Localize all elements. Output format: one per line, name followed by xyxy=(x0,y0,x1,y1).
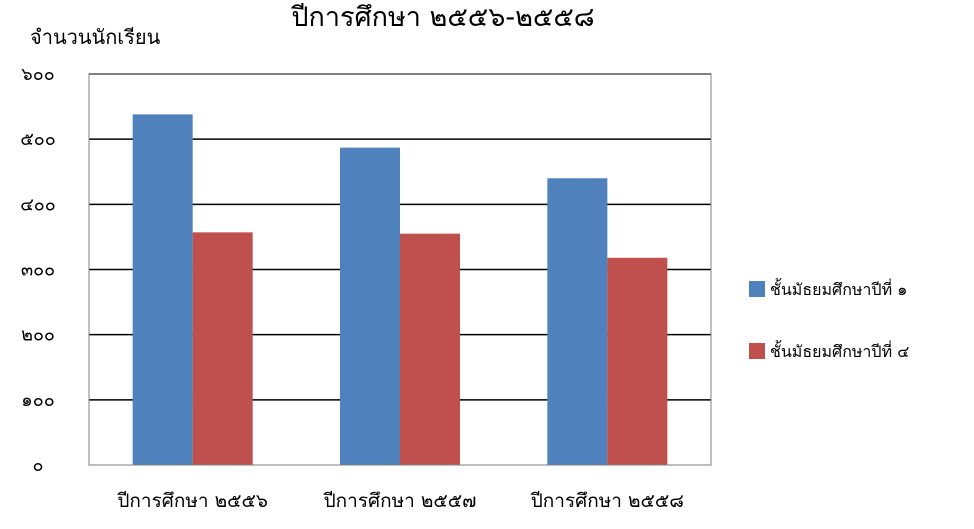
bar-series-2-cat-1 xyxy=(192,232,253,465)
x-tick-label: ปีการศึกษา ๒๕๕๖ xyxy=(117,490,268,512)
x-tick-label: ปีการศึกษา ๒๕๕๗ xyxy=(323,490,477,512)
y-tick-labels: ๐ ๑๐๐ ๒๐๐ ๓๐๐ ๔๐๐ ๕๐๐ ๖๐๐ xyxy=(20,64,56,476)
bar-series-2-cat-2 xyxy=(400,233,460,465)
legend: ชั้นมัธยมศึกษาปีที่ ๑ชั้นมัธยมศึกษาปีที่… xyxy=(749,278,909,361)
legend-label-1: ชั้นมัธยมศึกษาปีที่ ๑ xyxy=(770,278,907,299)
legend-label-2: ชั้นมัธยมศึกษาปีที่ ๔ xyxy=(770,340,909,361)
y-tick-label: ๖๐๐ xyxy=(21,64,54,85)
y-tick-label: ๐ xyxy=(33,455,44,476)
x-tick-labels: ปีการศึกษา ๒๕๕๖ ปีการศึกษา ๒๕๕๗ ปีการศึกษา… xyxy=(117,490,684,512)
bar-series-1-cat-3 xyxy=(547,178,608,465)
x-tick-label: ปีการศึกษา ๒๕๕๘ xyxy=(530,490,684,512)
legend-swatch-1 xyxy=(749,281,765,297)
chart-title: ปีการศึกษา ๒๕๕๖-๒๕๕๘ xyxy=(291,2,595,33)
plot-area-border xyxy=(88,73,712,466)
y-tick-label: ๔๐๐ xyxy=(20,194,56,215)
y-tick-label: ๓๐๐ xyxy=(21,260,55,281)
y-tick-label: ๑๐๐ xyxy=(21,390,54,411)
y-tick-label: ๕๐๐ xyxy=(20,129,56,150)
y-tick-label: ๒๐๐ xyxy=(21,325,55,346)
bar-series-1-cat-1 xyxy=(132,114,193,466)
bar-series-1-cat-2 xyxy=(340,147,400,465)
bars xyxy=(132,114,668,466)
bar-series-2-cat-3 xyxy=(607,257,668,465)
legend-swatch-2 xyxy=(749,343,765,359)
y-axis-label: จำนวนนักเรียน xyxy=(30,25,161,49)
